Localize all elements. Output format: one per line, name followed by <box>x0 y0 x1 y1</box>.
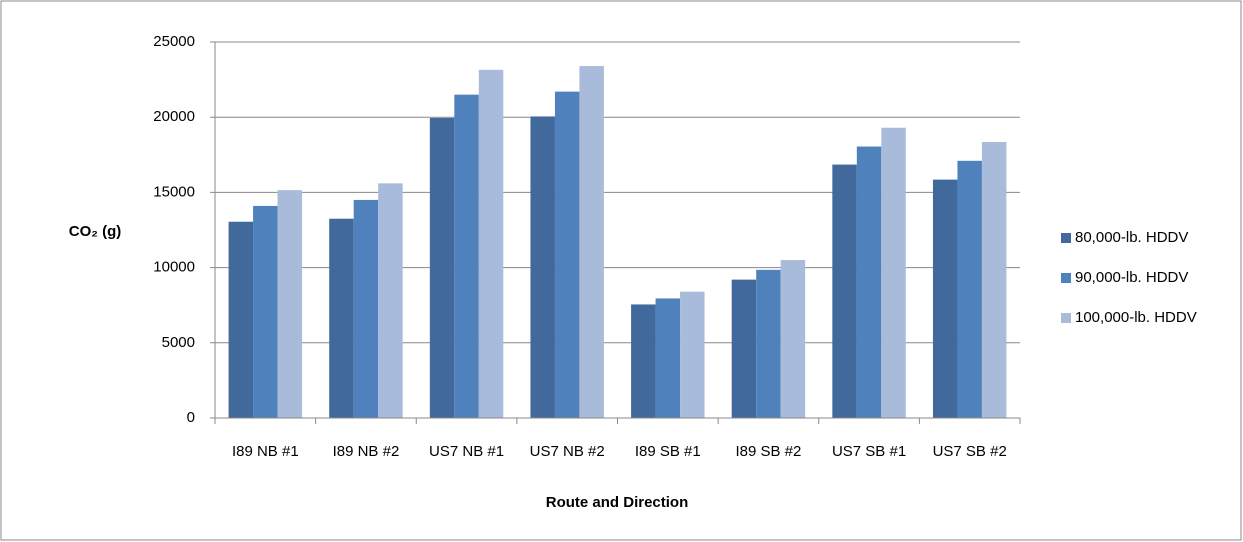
x-tick-label: US7 SB #2 <box>933 443 1007 460</box>
bar <box>530 116 555 418</box>
legend-label: 100,000-lb. HDDV <box>1075 309 1197 326</box>
bar <box>756 269 781 418</box>
legend-swatch <box>1061 313 1071 323</box>
y-tick-label: 15000 <box>153 183 195 200</box>
x-tick-label: I89 SB #2 <box>735 443 801 460</box>
bar <box>832 164 857 418</box>
x-tick-label: I89 NB #1 <box>232 443 299 460</box>
bar <box>932 179 958 418</box>
bar <box>554 91 580 418</box>
bar <box>378 183 403 418</box>
y-tick-label: 20000 <box>153 108 195 125</box>
bar <box>680 291 705 418</box>
bar <box>478 69 504 418</box>
legend-swatch <box>1061 273 1071 283</box>
x-tick-label: I89 SB #1 <box>635 443 701 460</box>
x-tick-label: US7 NB #1 <box>429 443 504 460</box>
x-tick-label: I89 NB #2 <box>333 443 400 460</box>
bar <box>957 160 982 419</box>
legend-label: 90,000-lb. HDDV <box>1075 269 1188 286</box>
bar <box>731 279 757 418</box>
bar <box>655 298 681 418</box>
legend-swatch <box>1061 233 1071 243</box>
bar <box>631 304 656 418</box>
bar <box>454 94 479 418</box>
x-axis-title: Route and Direction <box>546 494 689 511</box>
y-tick-label: 5000 <box>162 334 195 351</box>
y-tick-label: 25000 <box>153 33 195 50</box>
bar <box>353 199 379 418</box>
bar <box>856 146 882 418</box>
legend-label: 80,000-lb. HDDV <box>1075 229 1188 246</box>
y-tick-label: 10000 <box>153 259 195 276</box>
y-tick-label: 0 <box>187 409 195 426</box>
bar <box>429 117 455 419</box>
bar <box>277 190 303 418</box>
bar <box>329 218 354 418</box>
bar <box>780 260 806 418</box>
bar <box>981 142 1007 419</box>
bar <box>579 66 604 419</box>
y-axis-title: CO₂ (g) <box>69 223 122 240</box>
x-tick-label: US7 NB #2 <box>530 443 605 460</box>
bar <box>253 205 278 418</box>
bar <box>228 221 254 418</box>
bar <box>881 127 906 418</box>
x-tick-label: US7 SB #1 <box>832 443 906 460</box>
